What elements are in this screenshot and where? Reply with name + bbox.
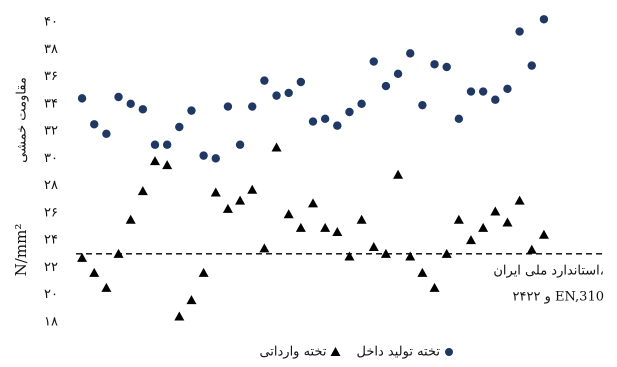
y-tick-label: ۳۶ <box>44 69 58 84</box>
point <box>527 61 536 70</box>
y-tick-label: ۱۸ <box>44 315 58 330</box>
point <box>174 311 185 321</box>
point <box>235 140 245 149</box>
reference-label: ۲۴۲۲ و EN,310 <box>513 289 604 304</box>
point <box>539 15 549 24</box>
point <box>90 120 99 129</box>
y-tick-label: ۲۲ <box>44 260 58 275</box>
point <box>418 100 427 110</box>
point <box>357 99 366 109</box>
point <box>369 57 378 66</box>
point <box>381 81 391 91</box>
point <box>162 160 173 170</box>
point <box>453 214 464 224</box>
point <box>466 235 476 245</box>
point <box>333 121 342 130</box>
point <box>248 102 257 111</box>
point <box>380 248 391 258</box>
point <box>393 169 404 179</box>
point <box>89 267 100 277</box>
point <box>114 92 123 102</box>
point <box>368 242 379 251</box>
y-tick-label: ۲۶ <box>44 205 58 220</box>
point <box>429 282 440 292</box>
point <box>296 77 306 87</box>
point <box>502 217 513 227</box>
point <box>283 209 294 219</box>
point <box>138 105 148 114</box>
point <box>222 203 233 213</box>
y-tick-label: ۲۸ <box>44 178 58 193</box>
point <box>515 27 524 36</box>
point <box>77 94 87 103</box>
y-tick-label: ۲۰ <box>44 287 58 302</box>
point <box>356 214 367 224</box>
point <box>102 129 111 139</box>
point <box>430 60 439 69</box>
point <box>211 154 220 163</box>
point <box>405 251 416 261</box>
point <box>491 95 500 104</box>
point <box>137 186 148 196</box>
point <box>187 106 196 115</box>
point <box>538 229 549 239</box>
point <box>417 267 428 277</box>
y-tick-label: ۳۰ <box>44 151 58 166</box>
reference-label: استاندارد ملی ایران، <box>493 263 604 278</box>
point <box>320 114 330 124</box>
point <box>295 222 306 232</box>
point <box>441 248 452 258</box>
point <box>526 244 537 254</box>
point <box>126 99 135 109</box>
point <box>284 88 293 98</box>
point <box>454 114 464 124</box>
point <box>393 69 403 79</box>
point <box>308 117 318 126</box>
point <box>344 251 355 261</box>
point <box>478 87 488 96</box>
y-axis-unit: N/mm² <box>12 224 30 277</box>
point <box>503 84 512 94</box>
point <box>442 62 451 72</box>
point <box>210 187 221 197</box>
point <box>150 156 160 166</box>
point <box>223 102 233 111</box>
point <box>235 195 246 205</box>
y-tick-label: ۲۴ <box>44 233 58 248</box>
point <box>320 222 331 232</box>
point <box>175 122 184 132</box>
point <box>308 198 318 208</box>
point <box>332 227 343 236</box>
point <box>345 107 354 117</box>
point <box>514 195 525 205</box>
point <box>271 142 282 152</box>
point <box>247 184 258 194</box>
legend-marker <box>330 347 341 356</box>
y-tick-label: ۳۲ <box>44 124 58 139</box>
point <box>113 248 124 258</box>
point <box>198 267 209 277</box>
y-tick-label: ۳۴ <box>44 96 58 111</box>
point <box>150 140 160 149</box>
legend-label: تخته وارداتی <box>259 345 326 360</box>
point <box>186 295 197 305</box>
legend-marker <box>445 348 453 356</box>
y-tick-label: ۳۸ <box>44 42 58 57</box>
y-tick-label: ۴۰ <box>44 15 58 30</box>
point <box>77 252 88 262</box>
point <box>406 49 415 58</box>
point <box>101 282 112 292</box>
point <box>260 76 269 85</box>
point <box>259 243 270 253</box>
point <box>162 140 172 149</box>
point <box>272 91 281 100</box>
point <box>466 87 476 96</box>
point <box>490 206 501 216</box>
y-axis-label: مقاومت خمشی <box>15 77 30 163</box>
point <box>199 151 208 160</box>
legend-label: تخته تولید داخل <box>357 345 441 360</box>
point <box>125 214 136 224</box>
point <box>478 222 489 232</box>
